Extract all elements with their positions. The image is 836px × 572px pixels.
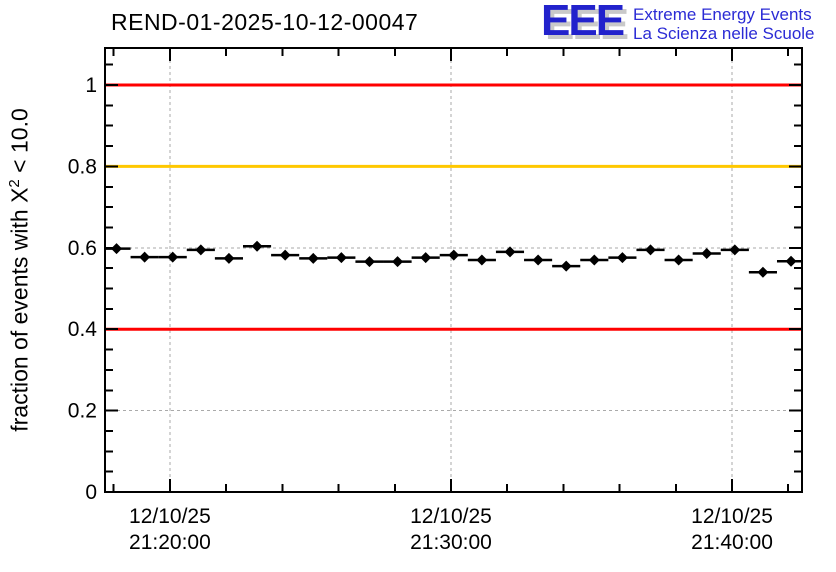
data-point-marker	[251, 240, 263, 252]
data-point-marker	[420, 252, 432, 264]
data-point-marker	[392, 256, 404, 268]
x-tick-label-time: 21:20:00	[129, 531, 211, 554]
data-point-marker	[504, 246, 516, 258]
data-point-marker	[785, 255, 797, 267]
y-tick-label: 0.8	[68, 155, 97, 178]
x-tick-labels: 12/10/25 21:20:00 12/10/25 21:30:00 12/10/25…	[129, 505, 773, 554]
data-point-marker	[673, 254, 685, 266]
data-point-marker	[476, 254, 488, 266]
y-tick-label: 0.2	[68, 400, 97, 423]
data-point-marker	[757, 266, 769, 278]
data-point-marker	[560, 260, 572, 272]
data-point-marker	[279, 249, 291, 261]
x-tick-label-date: 12/10/25	[691, 505, 773, 528]
y-tick-label: 1	[85, 74, 97, 97]
y-tick-labels: 0 0.2 0.4 0.6 0.8 1	[68, 74, 98, 504]
data-point-marker	[195, 244, 207, 256]
eee-logo-line1: Extreme Energy Events	[633, 5, 812, 24]
data-point-marker	[223, 252, 235, 264]
y-tick-label: 0.6	[68, 237, 97, 260]
plot-frame	[104, 47, 803, 493]
eee-logo-acronym: EEE	[541, 0, 625, 45]
axis-ticks	[105, 48, 802, 493]
threshold-lines	[105, 83, 802, 331]
data-point-marker	[616, 252, 628, 264]
data-point-marker	[645, 244, 657, 256]
y-tick-label: 0.4	[68, 318, 98, 341]
data-point-marker	[139, 251, 151, 263]
eee-logo-line2: La Scienza nelle Scuole	[633, 24, 815, 43]
y-tick-label: 0	[85, 481, 97, 504]
x-tick-label-time: 21:30:00	[410, 531, 492, 554]
gridlines	[105, 48, 802, 492]
x-tick-label-date: 12/10/25	[129, 505, 211, 528]
chart-title: REND-01-2025-10-12-00047	[111, 9, 419, 35]
data-point-marker	[532, 254, 544, 266]
data-point-marker	[448, 249, 460, 261]
x-tick-label-time: 21:40:00	[691, 531, 773, 554]
data-point-marker	[307, 252, 319, 264]
data-point-marker	[167, 251, 179, 263]
eee-logo-text: Extreme Energy Events La Scienza nelle S…	[633, 1, 814, 43]
data-point-marker	[729, 244, 741, 256]
data-point-marker	[588, 254, 600, 266]
x-tick-label-date: 12/10/25	[410, 505, 492, 528]
eee-logo: EEE Extreme Energy Events La Scienza nel…	[541, 0, 815, 45]
data-point-marker	[363, 256, 375, 268]
data-series	[105, 240, 802, 278]
data-point-marker	[111, 243, 123, 255]
data-point-marker	[335, 252, 347, 264]
data-point-marker	[701, 248, 713, 260]
